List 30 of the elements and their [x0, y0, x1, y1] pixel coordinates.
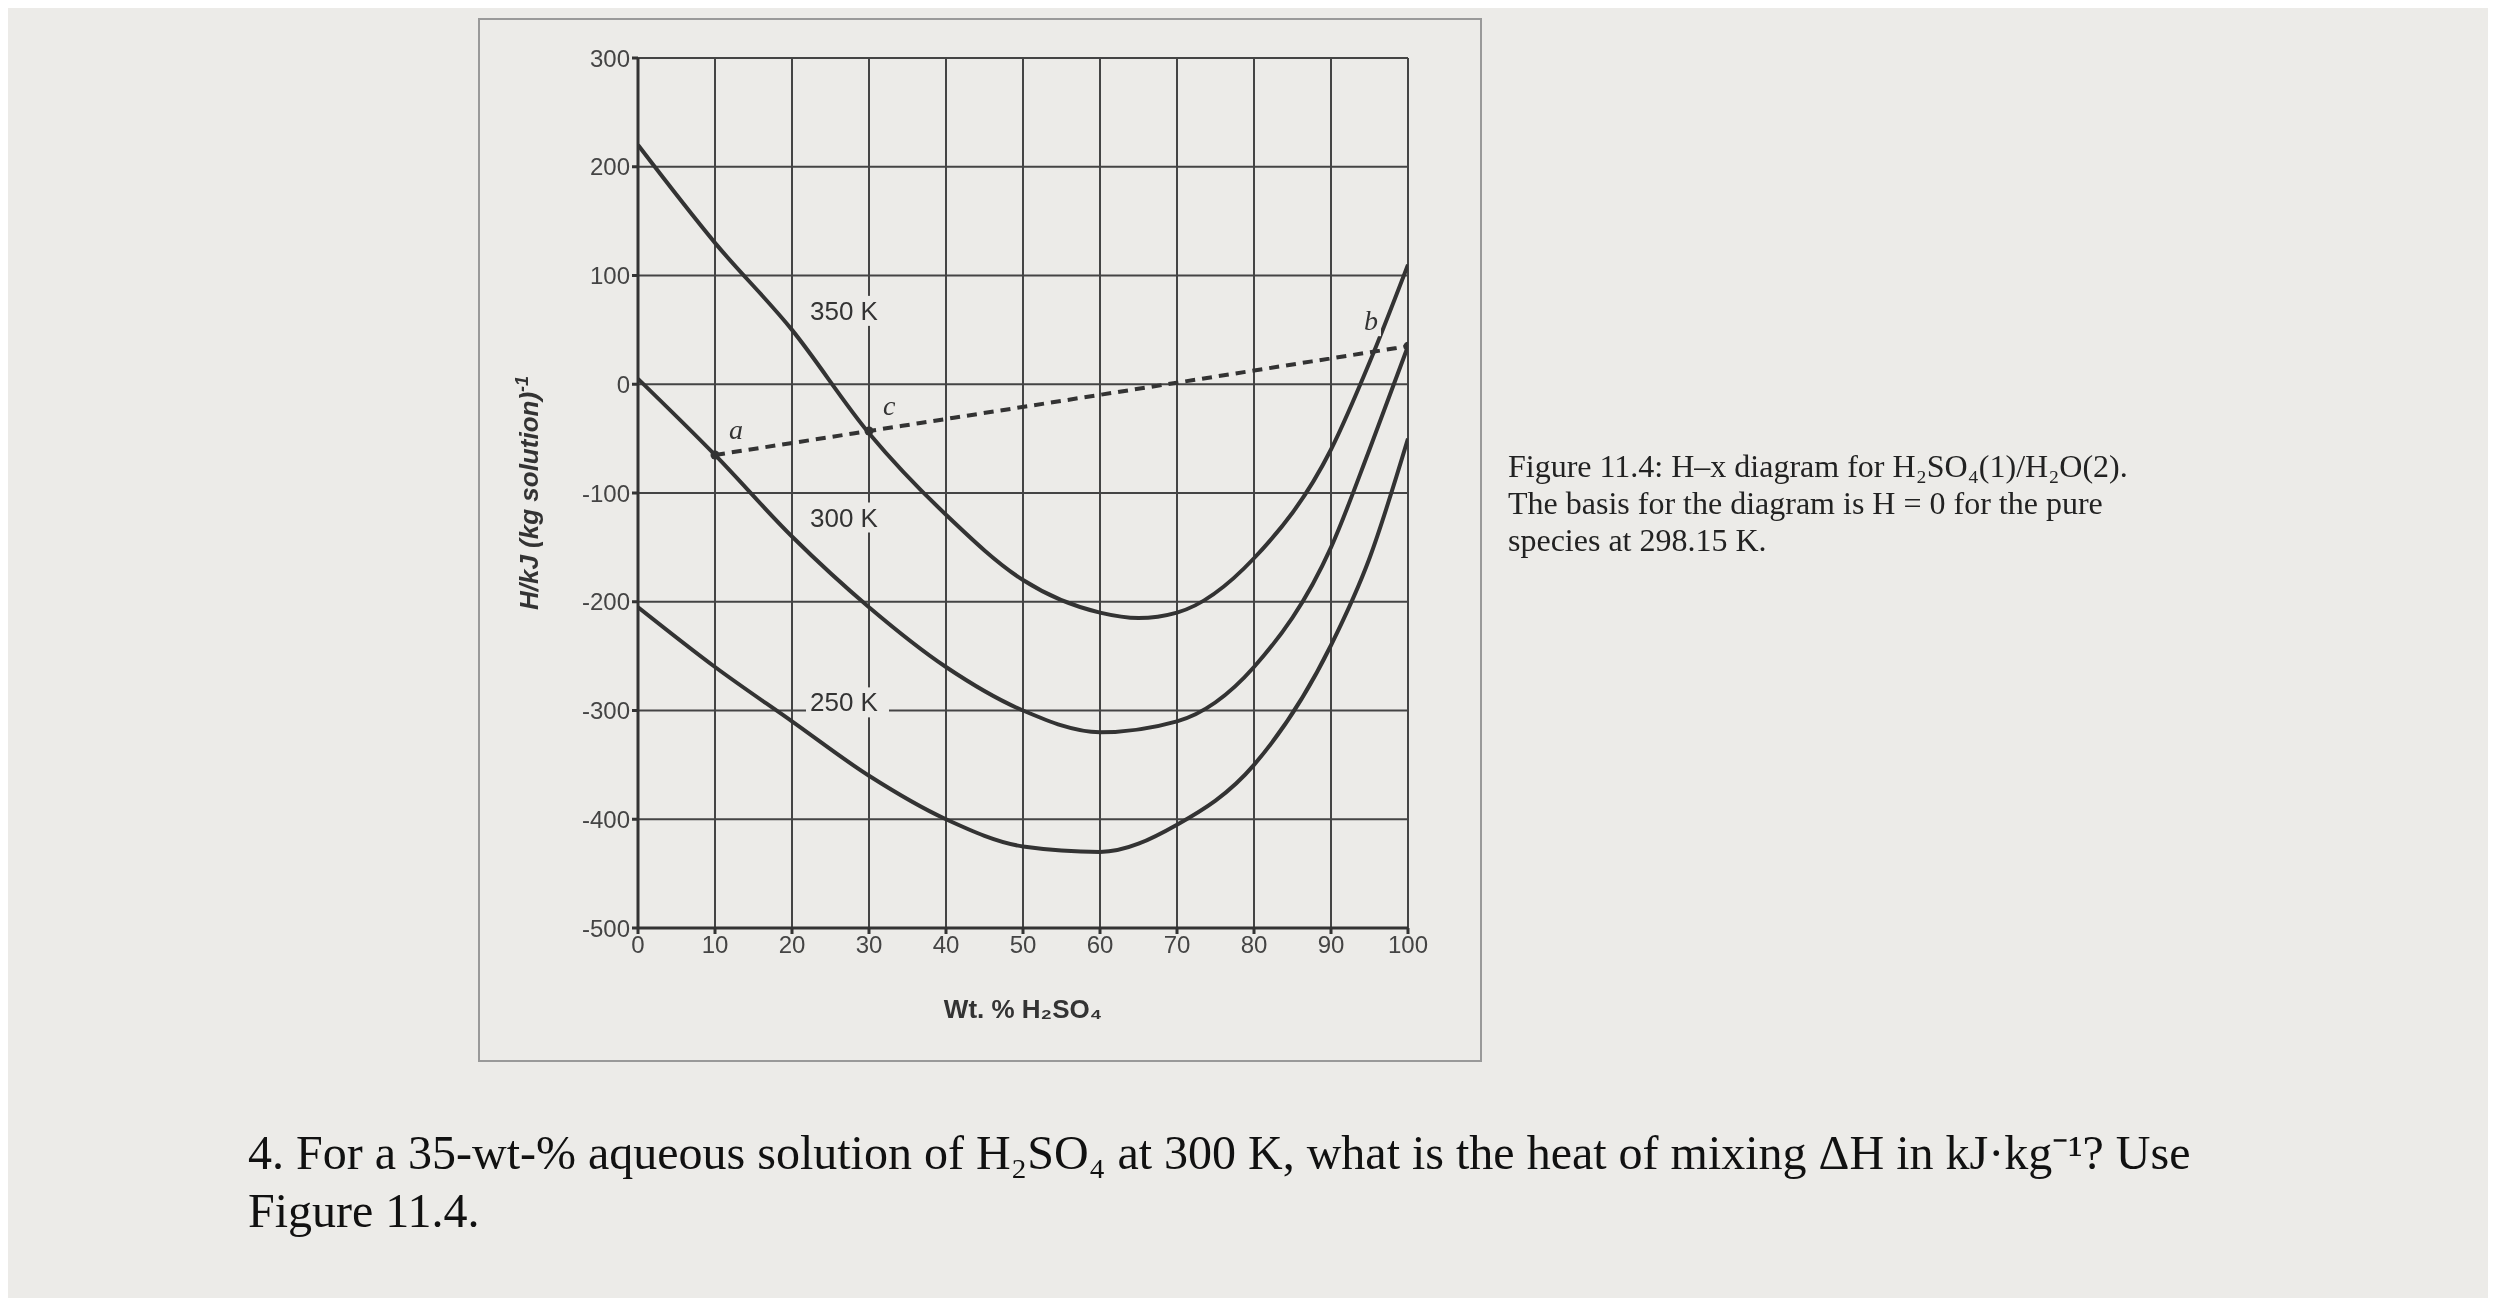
- y-tick-label: 0: [616, 370, 630, 398]
- series-label: 350 K: [810, 295, 879, 326]
- x-tick-label: 70: [1163, 931, 1191, 959]
- x-tick-label: 20: [778, 931, 806, 959]
- data-label: b: [1364, 305, 1378, 337]
- series-label: 300 K: [810, 502, 879, 533]
- y-tick-label: -300: [581, 697, 630, 725]
- y-tick-label: -500: [581, 914, 630, 942]
- data-label: a: [729, 413, 743, 445]
- x-tick-label: 90: [1317, 931, 1345, 959]
- point: [864, 426, 874, 436]
- data-label: c: [883, 390, 896, 422]
- x-tick-label: 30: [855, 931, 883, 959]
- x-tick-label: 50: [1009, 931, 1037, 959]
- x-tick-label: 80: [1240, 931, 1268, 959]
- x-tick-label: 100: [1387, 931, 1429, 959]
- x-tick-label: 60: [1086, 931, 1114, 959]
- y-tick-label: -400: [581, 805, 630, 833]
- point: [710, 450, 720, 460]
- caption: Figure 11.4: H–x diagram for H₂SO₄(1)/H₂O(2). The basis for the diagram is H = 0 for the pure species at 298.15 K.: [1508, 448, 2128, 559]
- y-tick-label: 300: [589, 44, 630, 72]
- x-axis-title: Wt. % H₂SO₄: [943, 994, 1103, 1024]
- x-tick-label: 10: [701, 931, 729, 959]
- series-label: 250 K: [810, 687, 879, 718]
- y-tick-label: -200: [581, 588, 630, 616]
- text: 4. For a 35-wt-% aqueous solution of H₂SO₄ at 300 K, what is the heat of mixing ΔH in kJ·kg⁻¹? Use Figure 11.4.: [248, 1125, 2192, 1238]
- y-tick-label: 200: [589, 153, 630, 181]
- y-tick-label: -100: [581, 479, 630, 507]
- x-tick-label: 40: [932, 931, 960, 959]
- y-tick-label: 100: [589, 262, 630, 290]
